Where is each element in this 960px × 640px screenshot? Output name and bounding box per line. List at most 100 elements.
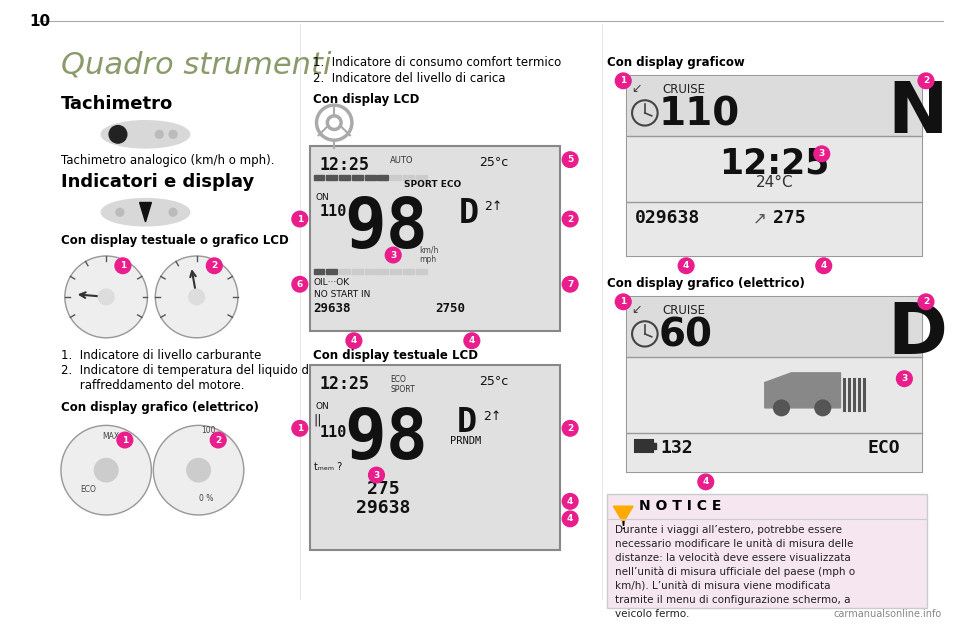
Text: AUTO: AUTO xyxy=(391,156,414,164)
Text: 4: 4 xyxy=(567,497,573,506)
Text: 2: 2 xyxy=(215,435,222,445)
Text: 2: 2 xyxy=(211,261,217,270)
Circle shape xyxy=(169,209,177,216)
Bar xyxy=(365,269,375,273)
Circle shape xyxy=(563,276,578,292)
Bar xyxy=(403,175,414,180)
Circle shape xyxy=(156,131,163,138)
Bar xyxy=(326,269,337,273)
Text: Tachimetro analogico (km/h o mph).: Tachimetro analogico (km/h o mph). xyxy=(60,154,275,167)
Circle shape xyxy=(210,432,227,448)
Bar xyxy=(314,269,324,273)
Text: N O T I C E: N O T I C E xyxy=(639,499,721,513)
Circle shape xyxy=(206,258,222,273)
Bar xyxy=(653,443,656,449)
Text: 3: 3 xyxy=(819,149,825,158)
Circle shape xyxy=(292,211,307,227)
Text: 2: 2 xyxy=(923,297,929,307)
Text: 12:25: 12:25 xyxy=(320,375,370,393)
Text: 2750: 2750 xyxy=(436,302,466,315)
Text: 1: 1 xyxy=(297,214,303,223)
Circle shape xyxy=(346,333,362,349)
Text: Indicatori e display: Indicatori e display xyxy=(60,173,254,191)
Circle shape xyxy=(563,420,578,436)
Text: 1.  Indicatore di livello carburante: 1. Indicatore di livello carburante xyxy=(60,349,261,362)
Circle shape xyxy=(615,294,631,310)
Text: 24°C: 24°C xyxy=(756,175,793,190)
Text: D: D xyxy=(457,406,477,439)
Text: Con display grafico (elettrico): Con display grafico (elettrico) xyxy=(60,401,259,414)
Text: 1: 1 xyxy=(620,297,626,307)
Circle shape xyxy=(774,400,789,415)
Text: 2↑: 2↑ xyxy=(483,410,501,423)
Bar xyxy=(636,441,651,451)
Text: ↙: ↙ xyxy=(631,303,641,316)
Text: CRUISE: CRUISE xyxy=(662,304,706,317)
Circle shape xyxy=(816,258,831,273)
Circle shape xyxy=(169,131,177,138)
Text: 4: 4 xyxy=(821,261,827,270)
Circle shape xyxy=(292,276,307,292)
Circle shape xyxy=(918,73,934,88)
Circle shape xyxy=(698,474,713,490)
Bar xyxy=(377,269,388,273)
Text: Con display LCD: Con display LCD xyxy=(313,93,419,106)
Text: 110: 110 xyxy=(320,426,347,440)
Circle shape xyxy=(897,371,912,387)
Text: !: ! xyxy=(621,521,626,531)
Circle shape xyxy=(60,426,152,515)
Text: OIL···OK: OIL···OK xyxy=(314,278,349,287)
Text: 3: 3 xyxy=(390,250,396,260)
Circle shape xyxy=(292,420,307,436)
Text: 1: 1 xyxy=(297,424,303,433)
Circle shape xyxy=(189,289,204,305)
Text: 29638: 29638 xyxy=(356,499,411,517)
Circle shape xyxy=(615,73,631,88)
Circle shape xyxy=(563,152,578,168)
Text: 029638: 029638 xyxy=(635,209,700,227)
Text: 25°c: 25°c xyxy=(479,156,508,169)
Text: ↙: ↙ xyxy=(631,82,641,95)
Text: 2↑: 2↑ xyxy=(484,200,502,212)
Circle shape xyxy=(154,426,244,515)
Circle shape xyxy=(187,458,210,482)
Bar xyxy=(403,269,414,273)
Circle shape xyxy=(117,432,132,448)
Text: 4: 4 xyxy=(468,336,475,345)
Text: ECO: ECO xyxy=(867,439,900,457)
FancyBboxPatch shape xyxy=(310,365,561,550)
Text: 7: 7 xyxy=(567,280,573,289)
Circle shape xyxy=(814,146,829,161)
Text: 98: 98 xyxy=(345,195,428,262)
Text: mph: mph xyxy=(420,255,437,264)
Circle shape xyxy=(815,400,830,415)
Text: NO START IN: NO START IN xyxy=(314,290,370,299)
Circle shape xyxy=(464,333,480,349)
Circle shape xyxy=(679,258,694,273)
FancyBboxPatch shape xyxy=(627,297,922,357)
FancyBboxPatch shape xyxy=(627,202,922,256)
Text: 275: 275 xyxy=(773,209,805,227)
Bar xyxy=(377,175,388,180)
Bar xyxy=(352,175,363,180)
Bar xyxy=(416,175,426,180)
Text: 4: 4 xyxy=(703,477,709,486)
Text: 100: 100 xyxy=(202,426,216,435)
Text: carmanualsonline.info: carmanualsonline.info xyxy=(833,609,942,619)
Text: Con display graficow: Con display graficow xyxy=(608,56,745,70)
Text: tₘₑₘ ?: tₘₑₘ ? xyxy=(314,462,342,472)
Text: 1: 1 xyxy=(120,261,126,270)
Polygon shape xyxy=(613,506,633,523)
Text: ECO: ECO xyxy=(391,375,406,384)
Text: 275: 275 xyxy=(367,480,399,498)
Circle shape xyxy=(563,211,578,227)
FancyBboxPatch shape xyxy=(627,76,922,136)
Polygon shape xyxy=(765,373,840,408)
Text: 2: 2 xyxy=(923,76,929,85)
Circle shape xyxy=(115,258,131,273)
Circle shape xyxy=(116,209,124,216)
Text: Quadro strumenti: Quadro strumenti xyxy=(60,51,331,79)
Text: 3: 3 xyxy=(901,374,907,383)
Text: 4: 4 xyxy=(350,336,357,345)
Text: km/h: km/h xyxy=(420,245,439,254)
